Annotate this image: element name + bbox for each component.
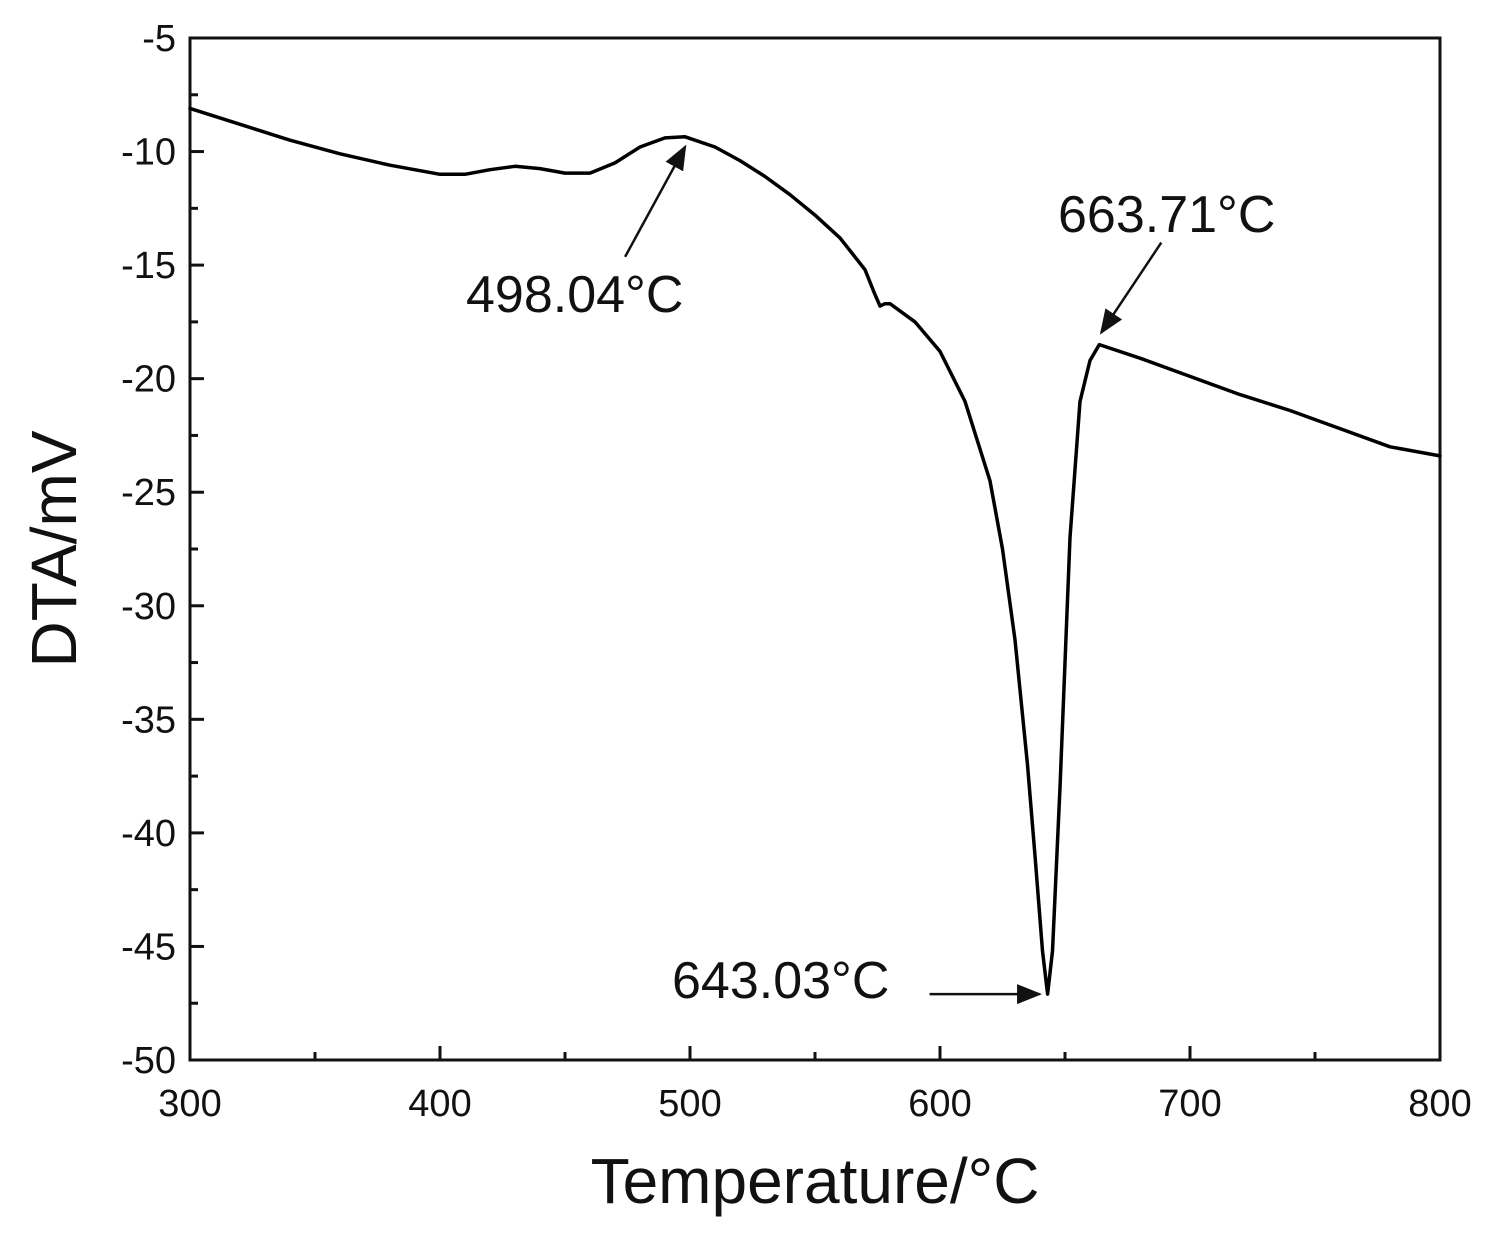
x-tick-label: 700 [1158,1083,1221,1125]
y-tick-label: -15 [121,245,176,287]
annotation-arrow-498 [624,144,687,258]
y-tick-label: -25 [121,472,176,514]
y-tick-label: -40 [121,813,176,855]
annotation-arrow-663 [1099,241,1163,335]
y-tick-label: -50 [121,1040,176,1082]
dta-curve [188,106,1442,996]
annotation-label-498: 498.04°C [466,266,683,324]
axis-ticks [188,36,1442,1062]
annotation-label-663: 663.71°C [1058,186,1275,244]
x-tick-label: 500 [658,1083,721,1125]
annotation-label-643: 643.03°C [672,952,889,1010]
y-tick-label: -10 [121,132,176,174]
y-tick-label: -20 [121,359,176,401]
y-tick-label: -45 [121,926,176,968]
x-axis-title: Temperature/°C [591,1145,1040,1217]
x-tick-label: 300 [158,1083,221,1125]
x-tick-label: 800 [1408,1083,1471,1125]
annotation-arrows [624,144,1163,1005]
x-tick-label: 600 [908,1083,971,1125]
y-tick-label: -35 [121,699,176,741]
tick-labels: 300 400 500 600 700 800 -5 -10 -15 -20 -25 -30 -35 -4… [121,18,1472,1125]
y-axis-title: DTA/mV [18,430,90,667]
y-tick-label: -30 [121,586,176,628]
x-tick-label: 400 [408,1083,471,1125]
y-tick-label: -5 [142,18,176,60]
